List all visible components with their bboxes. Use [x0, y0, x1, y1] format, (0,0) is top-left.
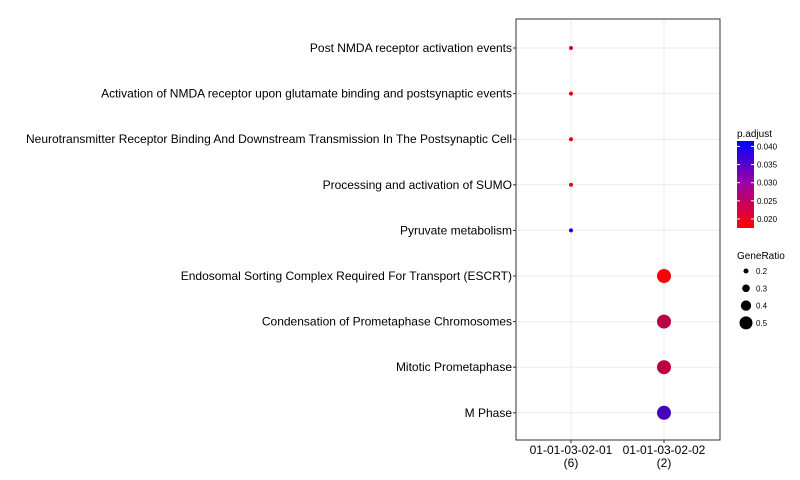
- size-legend-label: 0.4: [756, 302, 768, 311]
- color-bar: [737, 141, 754, 228]
- x-tick-count: (6): [564, 456, 579, 470]
- data-point: [569, 182, 573, 187]
- data-point: [657, 360, 671, 375]
- size-legend-label: 0.2: [756, 267, 768, 276]
- y-tick-label: Mitotic Prometaphase: [396, 360, 512, 374]
- y-tick-label: Activation of NMDA receptor upon glutama…: [101, 87, 512, 101]
- x-axis-labels: 01-01-03-02-01(6) 01-01-03-02-02(2): [530, 440, 706, 470]
- color-bar-label: 0.025: [757, 197, 778, 206]
- size-legend-label: 0.3: [756, 284, 768, 293]
- y-tick-label: Post NMDA receptor activation events: [310, 41, 512, 55]
- data-point: [569, 91, 573, 96]
- color-bar-label: 0.020: [757, 215, 778, 224]
- panel-border: [515, 18, 721, 441]
- y-tick-label: Neurotransmitter Receptor Binding And Do…: [26, 132, 512, 146]
- y-axis-labels: Post NMDA receptor activation events Acti…: [26, 41, 516, 420]
- data-point: [569, 46, 573, 50]
- y-tick-label: Processing and activation of SUMO: [323, 178, 512, 192]
- plot-panel: [515, 18, 721, 441]
- data-point: [569, 137, 573, 142]
- data-point: [657, 405, 671, 420]
- data-point: [657, 314, 671, 329]
- p-adjust-legend: p.adjust 0.040 0.035 0.030 0.025 0.020: [737, 129, 778, 228]
- size-legend-label: 0.5: [756, 319, 768, 328]
- size-legend-dot: [740, 300, 752, 311]
- y-tick-label: M Phase: [465, 406, 513, 420]
- size-legend-dot: [739, 316, 753, 330]
- color-bar-label: 0.030: [757, 179, 778, 188]
- size-legend-dot: [742, 284, 750, 293]
- size-legend-dot: [743, 268, 749, 274]
- gene-ratio-legend: GeneRatio 0.2 0.3 0.4 0.5: [737, 251, 785, 330]
- color-bar-label: 0.035: [757, 161, 778, 170]
- legend-title: p.adjust: [737, 129, 772, 140]
- panel-background: [516, 19, 720, 440]
- data-point: [569, 228, 573, 233]
- x-tick-label: 01-01-03-02-01: [530, 443, 613, 457]
- legend-title: GeneRatio: [737, 251, 785, 262]
- x-tick-label: 01-01-03-02-02: [623, 443, 706, 457]
- color-bar-label: 0.040: [757, 142, 778, 151]
- y-tick-label: Condensation of Prometaphase Chromosomes: [262, 315, 512, 329]
- y-tick-label: Endosomal Sorting Complex Required For T…: [181, 269, 512, 283]
- x-tick-count: (2): [657, 456, 672, 470]
- data-point: [657, 269, 671, 283]
- y-tick-label: Pyruvate metabolism: [400, 223, 512, 237]
